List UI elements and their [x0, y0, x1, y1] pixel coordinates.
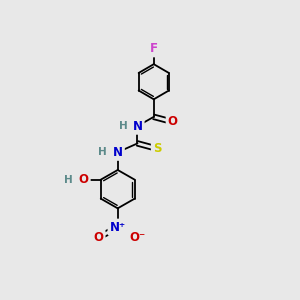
- Text: H: H: [119, 121, 128, 131]
- Text: H: H: [64, 175, 73, 185]
- Text: O: O: [93, 231, 103, 244]
- Text: S: S: [153, 142, 161, 155]
- Text: N: N: [113, 146, 123, 159]
- Text: H: H: [98, 147, 107, 157]
- Text: N: N: [133, 120, 142, 133]
- Text: O⁻: O⁻: [129, 231, 145, 244]
- Text: N⁺: N⁺: [110, 221, 126, 234]
- Text: F: F: [150, 42, 158, 55]
- Text: O: O: [168, 116, 178, 128]
- Text: O: O: [79, 173, 88, 186]
